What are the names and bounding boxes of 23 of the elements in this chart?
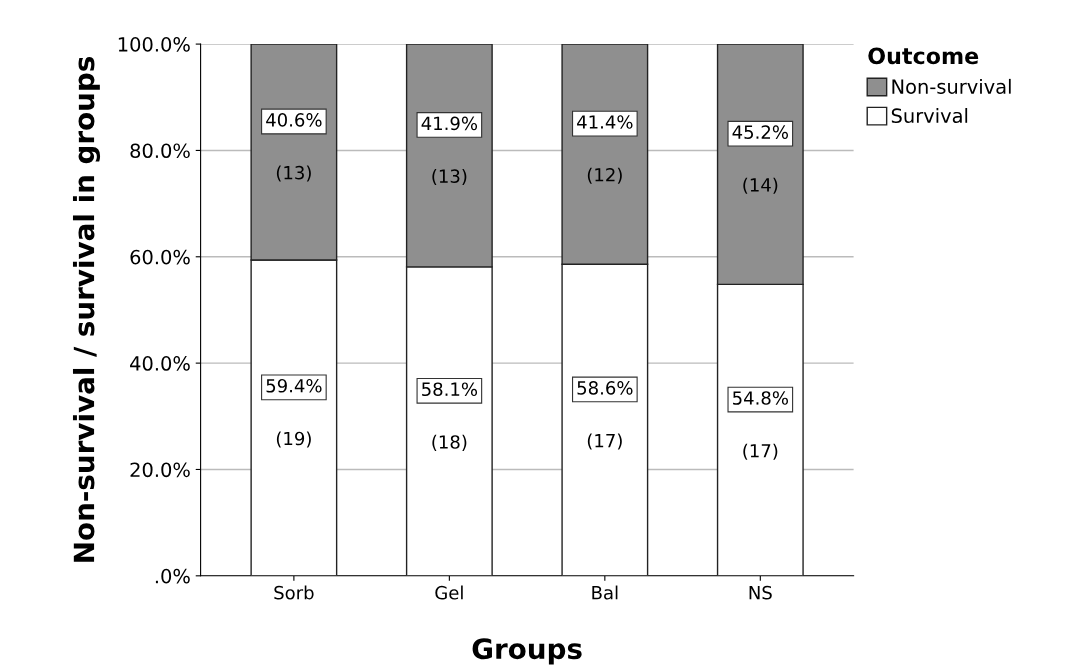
text: 54.8% (17) bbox=[733, 391, 788, 460]
y-tick-label: 20.0% bbox=[130, 462, 190, 478]
y-tick-label: 80.0% bbox=[130, 143, 190, 159]
text: 41.9% (13) bbox=[421, 116, 478, 186]
text: 59.4% (19) bbox=[266, 378, 322, 448]
x-axis-title: Groups bbox=[472, 638, 582, 665]
legend-label: Survival bbox=[891, 108, 968, 124]
y-tick-label: 60.0% bbox=[130, 249, 190, 265]
y-tick-label: .0% bbox=[155, 568, 190, 584]
x-tick-label: Sorb bbox=[274, 585, 314, 600]
x-tick-label: Gel bbox=[435, 585, 463, 600]
text: 45.2% (14) bbox=[732, 125, 788, 194]
text: 58.1% (18) bbox=[422, 382, 478, 451]
text: 40.6% (13) bbox=[266, 113, 322, 182]
y-axis-title: Non-survival / survival in groups bbox=[72, 56, 101, 562]
text: 41.4% (12) bbox=[577, 115, 633, 184]
legend-title: Outcome bbox=[868, 47, 979, 65]
y-tick-label: 100.0% bbox=[118, 37, 190, 52]
x-tick-label: Bal bbox=[592, 585, 618, 600]
text: 58.6% (17) bbox=[577, 381, 633, 450]
y-tick-label: 40.0% bbox=[130, 356, 190, 371]
x-tick-label: NS bbox=[749, 585, 772, 600]
legend-label: Non-survival bbox=[892, 78, 1011, 94]
